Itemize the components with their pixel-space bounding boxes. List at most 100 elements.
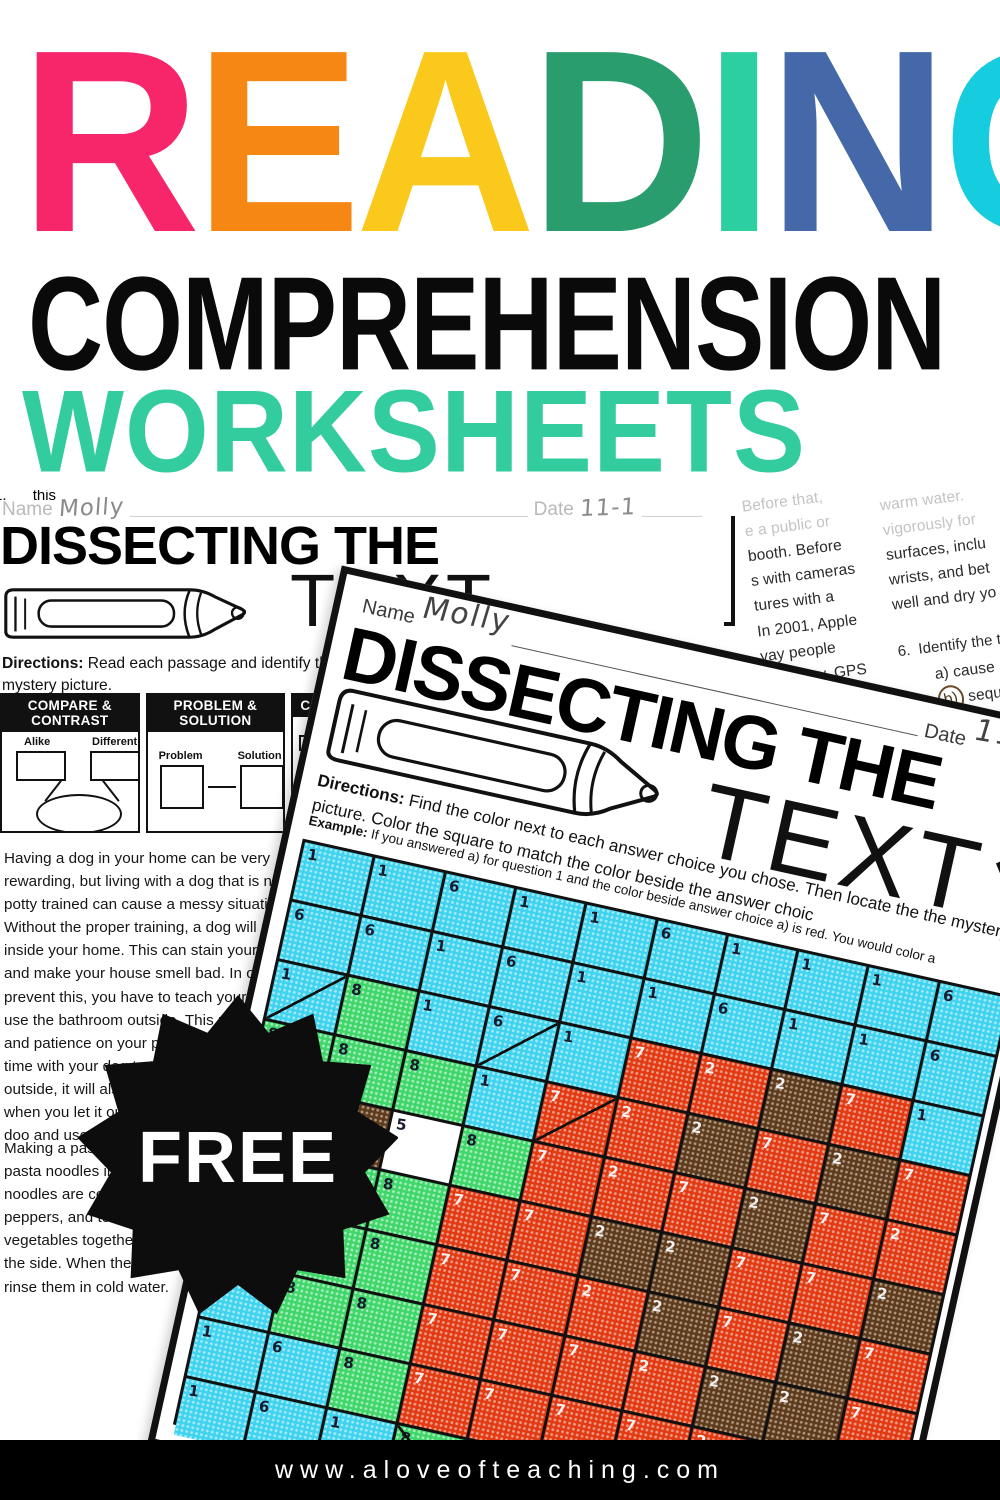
- grid-cell-r3-c2[interactable]: 8: [394, 1052, 475, 1124]
- grid-cell-r7-c4[interactable]: 7: [482, 1321, 563, 1394]
- grid-cell-number: 6: [271, 1337, 285, 1357]
- grid-cell-r1-c7[interactable]: 1: [773, 1011, 854, 1083]
- grid-cell-number: 2: [690, 1117, 704, 1138]
- grid-cell-r2-c8[interactable]: 7: [830, 1086, 911, 1159]
- grid-cell-r0-c6[interactable]: 1: [716, 936, 797, 1008]
- grid-cell-r6-c5[interactable]: 2: [566, 1277, 647, 1350]
- grid-cell-r5-c4[interactable]: 7: [508, 1202, 590, 1275]
- grid-cell-r1-c3[interactable]: 6: [491, 948, 572, 1021]
- grid-cell-r7-c6[interactable]: 2: [623, 1352, 704, 1425]
- grid-cell-r3-c4[interactable]: 7: [535, 1083, 616, 1156]
- grid-cell-r0-c0[interactable]: 1: [292, 842, 373, 914]
- grid-cell-r4-c6[interactable]: 7: [663, 1174, 744, 1246]
- title-comprehension: COMPREHENSION: [28, 250, 946, 399]
- grid-cell-number: 1: [328, 1412, 342, 1433]
- grid-cell-r6-c7[interactable]: 7: [707, 1309, 788, 1381]
- grid-cell-r4-c5[interactable]: 2: [592, 1158, 673, 1231]
- grid-cell-r5-c7[interactable]: 7: [720, 1249, 801, 1322]
- grid-cell-r3-c3[interactable]: 1: [464, 1067, 545, 1140]
- grid-cell-number: 7: [412, 1368, 426, 1389]
- grid-cell-number: 6: [941, 986, 955, 1006]
- title-letter-g-6: G: [942, 11, 1000, 271]
- grid-cell-r1-c8[interactable]: 1: [843, 1026, 925, 1099]
- grid-cell-r2-c7[interactable]: 2: [760, 1070, 841, 1143]
- grid-cell-r3-c7[interactable]: 7: [746, 1130, 828, 1202]
- grid-cell-number: 1: [800, 954, 814, 975]
- grid-cell-number: 7: [522, 1205, 536, 1226]
- grid-cell-r1-c6[interactable]: 6: [702, 995, 784, 1068]
- grid-cell-r2-c9[interactable]: 1: [901, 1102, 982, 1174]
- grid-cell-number: 2: [695, 1431, 708, 1440]
- grid-cell-r5-c5[interactable]: 2: [579, 1218, 660, 1290]
- grid-cell-r0-c1[interactable]: 1: [363, 857, 444, 930]
- grid-cell-r6-c8[interactable]: 2: [777, 1324, 859, 1397]
- title-letter-i-4: I: [704, 0, 774, 287]
- grid-cell-r0-c3[interactable]: 1: [504, 889, 585, 961]
- bg2-question-text: Identify the this paragra: [917, 621, 1000, 658]
- grid-cell-number: 7: [496, 1324, 510, 1345]
- grid-cell-r4-c7[interactable]: 2: [733, 1189, 815, 1262]
- grid-cell-r0-c5[interactable]: 6: [645, 920, 726, 993]
- grid-cell-r4-c9[interactable]: 2: [874, 1221, 956, 1293]
- free-badge-label: FREE: [137, 1117, 339, 1198]
- grid-cell-number: 2: [637, 1356, 651, 1376]
- grid-cell-number: 2: [778, 1387, 792, 1407]
- grid-cell-number: 1: [376, 861, 390, 881]
- grid-cell-number: 1: [915, 1105, 929, 1125]
- grid-cell-r2-c2[interactable]: 1: [407, 992, 488, 1065]
- grid-cell-number: 8: [341, 1353, 355, 1373]
- structure-box-header-1: PROBLEM & SOLUTION: [147, 695, 284, 732]
- grid-cell-number: 1: [562, 1027, 576, 1047]
- grid-cell-r3-c8[interactable]: 2: [817, 1146, 898, 1218]
- grid-cell-r8-c0[interactable]: 1: [186, 1318, 268, 1391]
- grid-cell-r1-c4[interactable]: 1: [561, 964, 642, 1036]
- grid-cell-r6-c6[interactable]: 2: [636, 1293, 718, 1365]
- grid-cell-r6-c3[interactable]: 7: [425, 1246, 506, 1319]
- grid-cell-r0-c8[interactable]: 1: [857, 967, 938, 1039]
- question-1-number: 1.: [0, 487, 7, 504]
- grid-cell-r8-c3[interactable]: 7: [398, 1365, 479, 1438]
- grid-cell-number: 6: [928, 1045, 942, 1066]
- grid-cell-r1-c1[interactable]: 6: [349, 917, 431, 989]
- grid-cell-r0-c7[interactable]: 1: [786, 951, 867, 1024]
- grid-cell-number: 1: [870, 970, 884, 990]
- grid-cell-r6-c9[interactable]: 7: [848, 1340, 929, 1412]
- grid-cell-r1-c0[interactable]: 6: [279, 901, 360, 974]
- grid-cell-r5-c8[interactable]: 7: [791, 1265, 872, 1337]
- grid-cell-r8-c2[interactable]: 8: [328, 1349, 409, 1422]
- grid-cell-number: 2: [663, 1237, 677, 1257]
- grid-cell-number: 1: [434, 936, 448, 956]
- grid-cell-r3-c9[interactable]: 7: [888, 1161, 969, 1234]
- grid-cell-number: 2: [650, 1296, 664, 1316]
- grid-cell-r7-c7[interactable]: 2: [694, 1368, 775, 1440]
- grid-cell-r4-c8[interactable]: 7: [804, 1205, 885, 1278]
- grid-cell-r6-c4[interactable]: 7: [495, 1262, 576, 1334]
- grid-cell-number: 7: [509, 1265, 523, 1285]
- grid-cell-number: 6: [659, 923, 673, 944]
- grid-cell-r1-c5[interactable]: 1: [632, 979, 713, 1052]
- grid-cell-r2-c6[interactable]: 2: [689, 1055, 770, 1127]
- ellipse-center: [36, 794, 122, 831]
- grid-cell-r5-c6[interactable]: 2: [650, 1233, 731, 1306]
- grid-cell-r5-c9[interactable]: 2: [861, 1280, 942, 1353]
- grid-cell-r0-c4[interactable]: 1: [574, 904, 656, 977]
- grid-cell-number: 1: [575, 967, 589, 987]
- grid-cell-r0-c2[interactable]: 6: [433, 873, 514, 946]
- grid-cell-r7-c3[interactable]: 7: [411, 1305, 493, 1378]
- grid-cell-r4-c4[interactable]: 7: [522, 1142, 603, 1215]
- grid-cell-number: 7: [535, 1146, 549, 1166]
- grid-cell-r4-c3[interactable]: 8: [451, 1127, 532, 1199]
- grid-cell-r3-c5[interactable]: 2: [605, 1099, 687, 1171]
- grid-cell-r1-c9[interactable]: 6: [914, 1042, 995, 1115]
- grid-cell-r7-c5[interactable]: 7: [553, 1337, 634, 1409]
- grid-cell-r2-c4[interactable]: 1: [548, 1023, 629, 1096]
- grid-cell-r8-c1[interactable]: 6: [257, 1334, 338, 1406]
- grid-cell-r5-c3[interactable]: 7: [438, 1186, 519, 1259]
- grid-cell-r2-c5[interactable]: 7: [619, 1039, 700, 1112]
- grid-cell-number: 6: [504, 951, 518, 972]
- grid-cell-r2-c3[interactable]: 6: [477, 1008, 559, 1080]
- grid-cell-r1-c2[interactable]: 1: [420, 933, 501, 1005]
- title-letter-a-2: A: [355, 0, 536, 287]
- grid-cell-r0-c9[interactable]: 6: [927, 982, 1000, 1055]
- grid-cell-r3-c6[interactable]: 2: [676, 1114, 757, 1187]
